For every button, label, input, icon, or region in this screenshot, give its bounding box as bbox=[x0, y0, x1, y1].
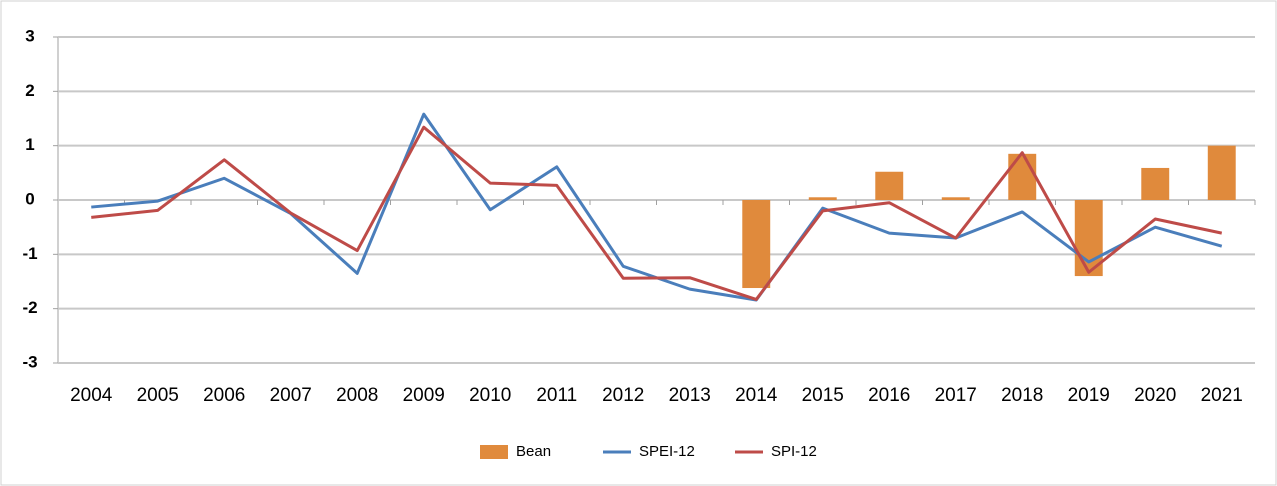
bar bbox=[1207, 145, 1236, 200]
x-tick-label: 2018 bbox=[1001, 385, 1043, 406]
y-tick-label: 3 bbox=[25, 26, 34, 45]
x-tick-label: 2007 bbox=[270, 385, 312, 406]
y-tick-label: -1 bbox=[22, 244, 37, 263]
y-tick-label: 0 bbox=[25, 189, 34, 208]
bar bbox=[742, 200, 771, 289]
y-tick-label: 1 bbox=[25, 135, 34, 154]
legend-label: SPEI-12 bbox=[639, 443, 695, 460]
x-tick-label: 2019 bbox=[1068, 385, 1110, 406]
legend-label: Bean bbox=[516, 443, 551, 460]
y-tick-label: 2 bbox=[25, 81, 34, 100]
y-tick-label: -3 bbox=[22, 352, 37, 371]
legend-label: SPI-12 bbox=[771, 443, 817, 460]
bar bbox=[941, 197, 970, 200]
bar bbox=[875, 171, 904, 200]
x-tick-label: 2020 bbox=[1134, 385, 1176, 406]
x-tick-label: 2011 bbox=[536, 385, 577, 406]
bar bbox=[1008, 153, 1037, 200]
x-tick-label: 2009 bbox=[403, 385, 445, 406]
x-tick-label: 2006 bbox=[203, 385, 245, 406]
x-tick-label: 2021 bbox=[1201, 385, 1243, 406]
bar bbox=[1141, 167, 1170, 200]
x-tick-label: 2008 bbox=[336, 385, 378, 406]
y-tick-label: -2 bbox=[22, 298, 37, 317]
line bbox=[91, 125, 1223, 301]
x-tick-label: 2005 bbox=[137, 385, 179, 406]
legend-swatch bbox=[480, 445, 508, 459]
x-tick-label: 2017 bbox=[935, 385, 977, 406]
x-tick-label: 2015 bbox=[802, 385, 844, 406]
x-tick-label: 2012 bbox=[602, 385, 644, 406]
x-tick-label: 2010 bbox=[469, 385, 511, 406]
x-tick-label: 2016 bbox=[868, 385, 910, 406]
x-tick-label: 2014 bbox=[735, 385, 778, 406]
x-tick-label: 2004 bbox=[70, 385, 113, 406]
bar bbox=[808, 197, 837, 200]
x-tick-label: 2013 bbox=[669, 385, 711, 406]
